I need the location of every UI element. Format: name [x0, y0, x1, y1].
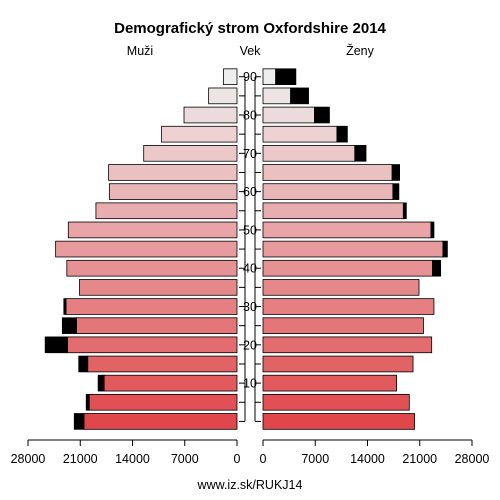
- female-excess-65-69: [391, 164, 400, 181]
- male-bar-20-24: [67, 336, 238, 354]
- female-bar-40-44: [262, 259, 433, 277]
- male-excess-30-34: [63, 298, 67, 315]
- female-x-tick-label: 21000: [402, 452, 437, 466]
- female-x-tick-label: 0: [260, 452, 267, 466]
- female-bar-55-59: [262, 202, 404, 220]
- male-bar-10-14: [103, 374, 238, 392]
- female-bars: [262, 68, 448, 430]
- female-excess-50-54: [430, 221, 435, 239]
- age-tick-label: 10: [243, 377, 257, 391]
- female-bar-85-89: [262, 87, 292, 105]
- female-bar-0-4: [262, 413, 415, 430]
- female-excess-45-49: [442, 240, 448, 258]
- male-excess-20-24: [44, 336, 68, 354]
- female-excess-60-64: [392, 183, 400, 200]
- female-bar-90+: [262, 68, 277, 86]
- male-bar-85-89: [208, 87, 238, 105]
- age-axis-label: Vek: [240, 44, 262, 58]
- age-tick-label: 60: [243, 185, 257, 199]
- male-bar-25-29: [76, 317, 238, 334]
- male-bar-65-69: [108, 164, 238, 181]
- age-tick-label: 50: [243, 223, 257, 237]
- female-excess-85-89: [290, 87, 309, 105]
- male-excess-15-19: [78, 355, 89, 373]
- age-tick-label: 30: [243, 300, 257, 314]
- age-tick-label: 40: [243, 262, 257, 276]
- female-bar-15-19: [262, 355, 414, 373]
- age-tick-label: 80: [243, 109, 257, 123]
- male-excess-25-29: [61, 317, 77, 334]
- chart-title: Demografický strom Oxfordshire 2014: [114, 20, 386, 37]
- female-bar-50-54: [262, 221, 432, 239]
- male-x-tick-label: 0: [234, 452, 241, 466]
- male-bar-45-49: [55, 240, 238, 258]
- female-bar-35-39: [262, 279, 420, 296]
- female-x-tick-label: 28000: [455, 452, 490, 466]
- female-bar-5-9: [262, 393, 410, 411]
- female-bar-75-79: [262, 125, 338, 143]
- female-excess-90+: [275, 68, 297, 86]
- age-tick-label: 90: [243, 70, 257, 84]
- female-bar-30-34: [262, 298, 435, 315]
- female-bar-20-24: [262, 336, 433, 354]
- male-bar-90+: [223, 68, 238, 86]
- male-label: Muži: [127, 44, 153, 58]
- female-bar-45-49: [262, 240, 444, 258]
- female-bar-60-64: [262, 183, 394, 200]
- age-tick-label: 70: [243, 147, 257, 161]
- source-label: www.iz.sk/RUKJ14: [197, 478, 303, 492]
- male-bar-5-9: [88, 393, 238, 411]
- female-bar-10-14: [262, 374, 398, 392]
- male-bar-70-74: [143, 145, 238, 162]
- female-x-tick-label: 14000: [350, 452, 385, 466]
- female-bar-65-69: [262, 164, 393, 181]
- male-excess-0-4: [73, 413, 85, 430]
- male-bar-15-19: [87, 355, 238, 373]
- axes: 28000 21000 14000 7000 0 0 7000 14000 21000 28000…: [11, 70, 490, 466]
- female-excess-40-44: [432, 259, 442, 277]
- male-x-tick-label: 7000: [171, 452, 199, 466]
- male-bar-60-64: [108, 183, 238, 200]
- female-excess-55-59: [402, 202, 407, 220]
- male-x-tick-label: 14000: [115, 452, 150, 466]
- female-bar-25-29: [262, 317, 424, 334]
- age-tick-label: 20: [243, 338, 257, 352]
- male-x-tick-label: 21000: [63, 452, 98, 466]
- female-label: Ženy: [346, 43, 375, 58]
- male-bar-80-84: [183, 106, 238, 124]
- female-bar-80-84: [262, 106, 315, 124]
- male-bar-40-44: [66, 259, 238, 277]
- male-bar-50-54: [67, 221, 238, 239]
- male-bar-30-34: [65, 298, 238, 315]
- male-excess-5-9: [85, 393, 90, 411]
- male-bar-55-59: [95, 202, 238, 220]
- male-bar-35-39: [79, 279, 238, 296]
- male-bars: [44, 68, 238, 430]
- male-bar-0-4: [83, 413, 238, 430]
- female-excess-80-84: [314, 106, 330, 124]
- female-excess-75-79: [336, 125, 348, 143]
- male-bar-75-79: [161, 125, 238, 143]
- female-x-tick-label: 7000: [301, 452, 329, 466]
- male-excess-10-14: [97, 374, 105, 392]
- female-excess-70-74: [354, 145, 367, 162]
- female-bar-70-74: [262, 145, 356, 162]
- male-x-tick-label: 28000: [11, 452, 46, 466]
